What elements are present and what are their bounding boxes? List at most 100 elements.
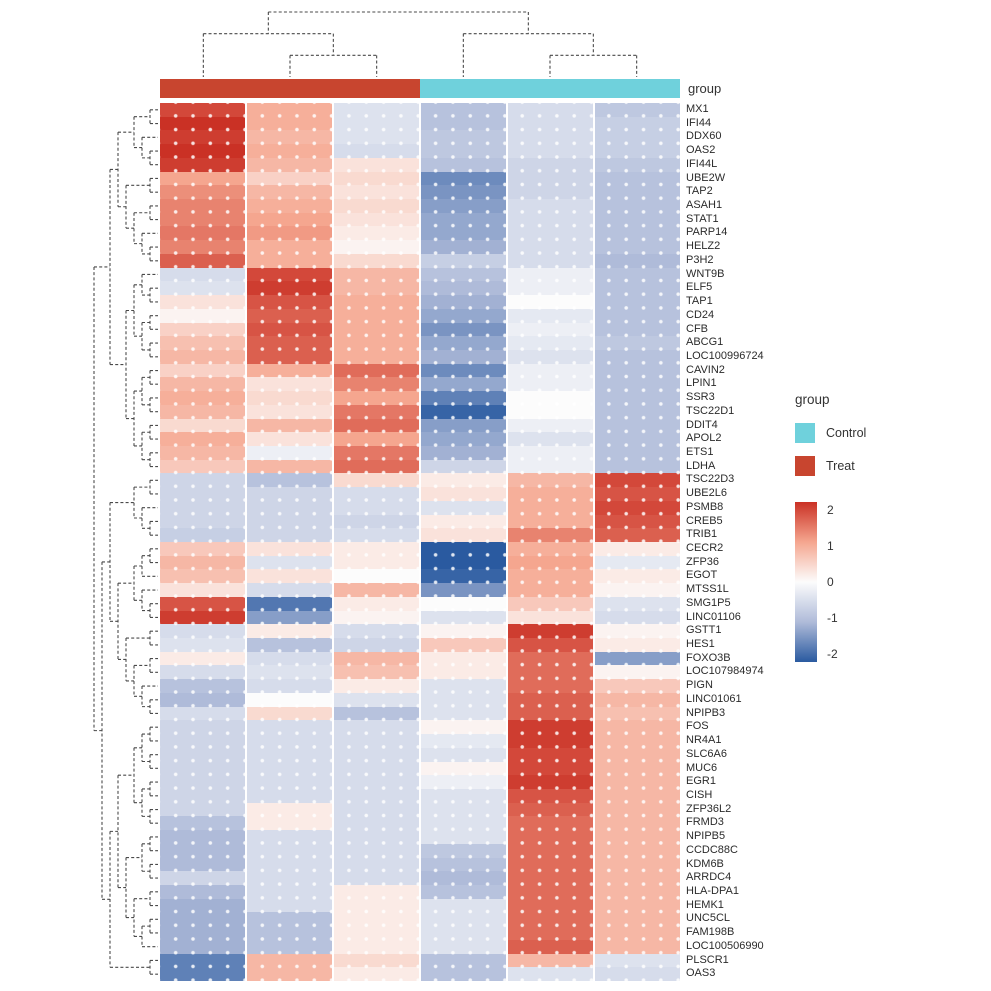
heatmap-cell xyxy=(594,487,680,501)
heatmap-cell xyxy=(333,871,420,885)
heatmap-cell xyxy=(333,322,420,337)
heatmap-cell xyxy=(507,802,594,817)
heatmap-cell xyxy=(246,267,333,282)
heatmap-cell xyxy=(507,747,594,762)
heatmap-cell xyxy=(333,734,420,748)
heatmap-cell xyxy=(507,295,594,309)
heatmap-cell xyxy=(333,336,420,350)
heatmap-cell xyxy=(507,349,594,364)
heatmap-cell xyxy=(507,199,594,213)
heatmap-cell xyxy=(420,830,507,844)
colorbar-tick-label: 1 xyxy=(827,539,834,553)
heatmap-cell xyxy=(594,665,680,680)
heatmap-cell xyxy=(420,212,507,227)
heatmap-cell xyxy=(160,569,246,584)
heatmap-cell xyxy=(160,445,246,460)
heatmap-cell xyxy=(594,157,680,172)
heatmap-cell xyxy=(246,418,333,433)
row-label: TSC22D3 xyxy=(686,473,735,486)
row-label: ABCG1 xyxy=(686,336,724,349)
heatmap-cell xyxy=(160,487,246,501)
row-label: ETS1 xyxy=(686,445,714,458)
heatmap-cell xyxy=(420,651,507,666)
heatmap-cell xyxy=(246,775,333,789)
heatmap-cell xyxy=(594,240,680,254)
heatmap-cell xyxy=(420,240,507,254)
row-label: IFI44L xyxy=(686,157,718,170)
heatmap-cell xyxy=(333,432,420,446)
heatmap-cell xyxy=(333,884,420,899)
heatmap-cell xyxy=(420,281,507,296)
heatmap-cell xyxy=(594,542,680,556)
heatmap-cell xyxy=(420,843,507,858)
heatmap-cell xyxy=(246,555,333,570)
heatmap-cell xyxy=(594,939,680,954)
heatmap-cell xyxy=(507,967,594,981)
heatmap-cell xyxy=(333,144,420,158)
heatmap-cell xyxy=(507,939,594,954)
heatmap-cell xyxy=(420,116,507,131)
row-label: LINC01061 xyxy=(686,692,742,705)
heatmap-cell xyxy=(333,308,420,323)
heatmap-cell xyxy=(246,583,333,597)
row-label: ARRDC4 xyxy=(686,871,732,884)
heatmap-cell xyxy=(333,679,420,693)
heatmap-cell xyxy=(160,377,246,392)
heatmap-cell xyxy=(333,253,420,268)
heatmap-cell xyxy=(507,857,594,872)
heatmap-cell xyxy=(333,967,420,981)
heatmap-cell xyxy=(160,157,246,172)
row-label: TAP2 xyxy=(686,185,713,198)
heatmap-cell xyxy=(160,116,246,131)
heatmap-cell xyxy=(507,322,594,337)
heatmap-cell xyxy=(246,939,333,954)
heatmap-cell xyxy=(160,720,246,735)
legend-swatch-treat xyxy=(795,456,815,476)
heatmap-cell xyxy=(420,775,507,789)
heatmap-cell xyxy=(333,926,420,940)
heatmap-cell xyxy=(160,871,246,885)
heatmap-cell xyxy=(246,144,333,158)
heatmap-cell xyxy=(246,336,333,350)
heatmap-cell xyxy=(594,336,680,350)
heatmap-cell xyxy=(420,432,507,446)
annotation-segment-control xyxy=(420,79,680,98)
row-label: CISH xyxy=(686,788,713,801)
heatmap-cell xyxy=(333,363,420,378)
heatmap-cell xyxy=(420,583,507,597)
heatmap-cell xyxy=(160,528,246,542)
heatmap-cell xyxy=(246,884,333,899)
heatmap-cell xyxy=(160,253,246,268)
heatmap-cell xyxy=(420,788,507,803)
heatmap-cell xyxy=(594,103,680,117)
heatmap-cell xyxy=(420,377,507,392)
heatmap-cell xyxy=(333,528,420,542)
heatmap-cell xyxy=(160,953,246,968)
heatmap-cell xyxy=(246,103,333,117)
row-label: P3H2 xyxy=(686,253,714,266)
heatmap-cell xyxy=(594,459,680,474)
heatmap-cell xyxy=(246,528,333,542)
heatmap-cell xyxy=(507,816,594,831)
heatmap-cell xyxy=(420,459,507,474)
heatmap-cell xyxy=(420,884,507,899)
heatmap-cell xyxy=(246,308,333,323)
heatmap-cell xyxy=(160,816,246,831)
row-label: TRIB1 xyxy=(686,528,718,541)
heatmap-cell xyxy=(594,528,680,542)
heatmap-cell xyxy=(420,157,507,172)
heatmap-cell xyxy=(160,665,246,680)
heatmap-cell xyxy=(420,514,507,529)
row-label: LOC107984974 xyxy=(686,665,764,678)
heatmap-cell xyxy=(420,295,507,309)
heatmap-cell xyxy=(246,199,333,213)
row-label: LOC100506990 xyxy=(686,939,764,952)
heatmap-cell xyxy=(594,295,680,309)
heatmap-cell xyxy=(333,418,420,433)
heatmap-cell xyxy=(594,363,680,378)
heatmap-cell xyxy=(333,103,420,117)
heatmap-cell xyxy=(594,926,680,940)
heatmap xyxy=(160,103,680,981)
heatmap-cell xyxy=(160,500,246,515)
heatmap-cell xyxy=(507,583,594,597)
